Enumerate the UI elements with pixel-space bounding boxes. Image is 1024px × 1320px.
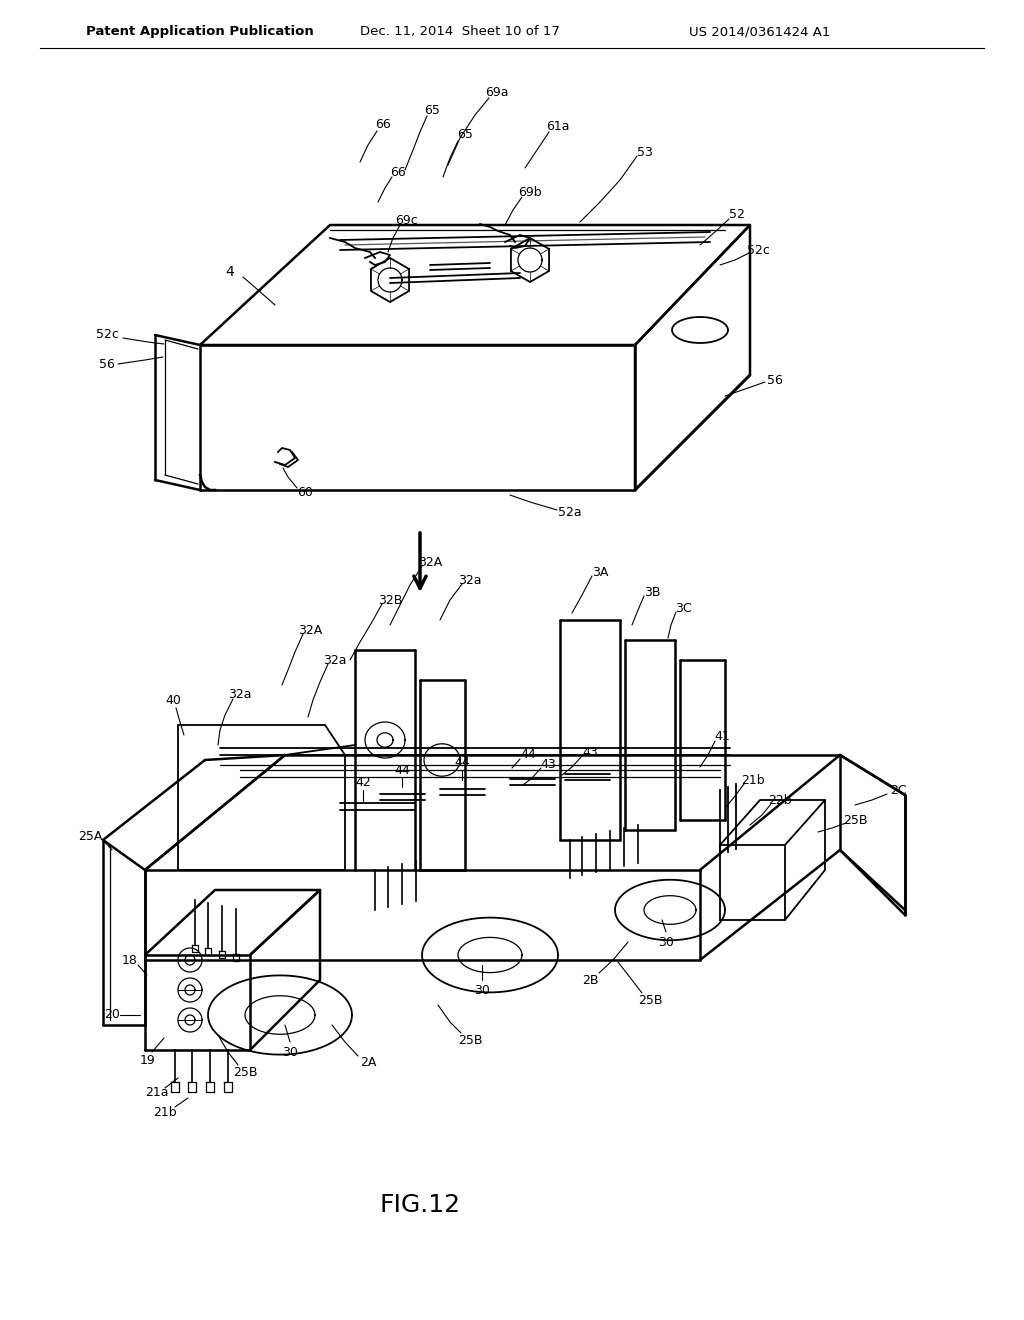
Text: 66: 66 (375, 119, 391, 132)
Text: 25B: 25B (232, 1065, 257, 1078)
Text: 56: 56 (99, 358, 115, 371)
Text: 21a: 21a (145, 1085, 169, 1098)
Text: 25B: 25B (458, 1034, 482, 1047)
Text: 32a: 32a (228, 689, 252, 701)
Text: 25B: 25B (843, 813, 867, 826)
Text: 44: 44 (394, 763, 410, 776)
Text: 20: 20 (104, 1008, 120, 1022)
Text: 2B: 2B (582, 974, 598, 986)
Text: 66: 66 (390, 165, 406, 178)
Text: 3B: 3B (644, 586, 660, 598)
Text: 52: 52 (729, 209, 744, 222)
Text: 43: 43 (582, 746, 598, 759)
Text: 32B: 32B (378, 594, 402, 606)
Text: 2C: 2C (890, 784, 906, 796)
Text: 3A: 3A (592, 565, 608, 578)
Text: 44: 44 (454, 755, 470, 768)
Text: 32A: 32A (418, 556, 442, 569)
Text: 25B: 25B (638, 994, 663, 1006)
Text: 43: 43 (540, 758, 556, 771)
Text: 69a: 69a (485, 86, 509, 99)
Text: Patent Application Publication: Patent Application Publication (86, 25, 314, 38)
Text: 30: 30 (658, 936, 674, 949)
Text: 42: 42 (355, 776, 371, 788)
Text: 65: 65 (457, 128, 473, 141)
Text: 56: 56 (767, 374, 783, 387)
Text: 52c: 52c (95, 329, 119, 342)
Text: 2A: 2A (359, 1056, 376, 1068)
Text: 69c: 69c (395, 214, 419, 227)
Text: 69b: 69b (518, 186, 542, 198)
Text: 3C: 3C (675, 602, 691, 615)
Text: 40: 40 (165, 693, 181, 706)
Text: 52c: 52c (746, 243, 769, 256)
Text: 41: 41 (714, 730, 730, 743)
Text: 4: 4 (225, 265, 234, 279)
Text: 65: 65 (424, 103, 440, 116)
Text: 21b: 21b (741, 774, 765, 787)
Text: 60: 60 (297, 486, 313, 499)
Text: 21b: 21b (154, 1106, 177, 1118)
Text: 61a: 61a (546, 120, 569, 133)
Text: 32a: 32a (324, 653, 347, 667)
Text: 25A: 25A (78, 830, 102, 843)
Text: 30: 30 (474, 983, 489, 997)
Text: FIG.12: FIG.12 (380, 1193, 461, 1217)
Text: 19: 19 (140, 1053, 156, 1067)
Text: 22b: 22b (768, 793, 792, 807)
Text: 30: 30 (282, 1045, 298, 1059)
Text: Dec. 11, 2014  Sheet 10 of 17: Dec. 11, 2014 Sheet 10 of 17 (360, 25, 560, 38)
Text: 18: 18 (122, 953, 138, 966)
Text: 32a: 32a (459, 573, 481, 586)
Text: 53: 53 (637, 145, 653, 158)
Text: 52a: 52a (558, 506, 582, 519)
Text: US 2014/0361424 A1: US 2014/0361424 A1 (689, 25, 830, 38)
Text: 32A: 32A (298, 623, 323, 636)
Text: 44: 44 (520, 748, 536, 762)
